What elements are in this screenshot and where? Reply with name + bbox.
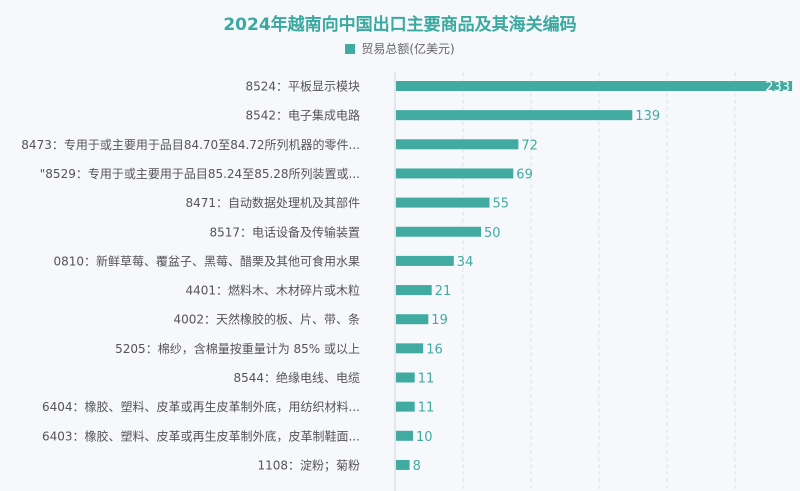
bar [396, 401, 415, 412]
data-label: 233 [765, 80, 790, 95]
data-label: 50 [484, 226, 501, 241]
data-label: 8 [413, 459, 421, 474]
legend[interactable]: 贸易总额(亿美元) [0, 40, 800, 57]
bar [396, 459, 410, 470]
data-label: 19 [431, 313, 448, 328]
bar [396, 255, 454, 266]
bar [396, 110, 633, 121]
data-label: 16 [426, 342, 443, 357]
data-label: 69 [516, 167, 533, 182]
bar [396, 197, 490, 208]
category-label: 6403：橡胶、塑料、皮革或再生皮革制外底，皮革制鞋面... [42, 428, 360, 443]
bar [396, 343, 424, 354]
category-label: 5205：棉纱，含棉量按重量计为 85% 或以上 [115, 341, 360, 356]
category-label: 8544：绝缘电线、电缆 [233, 370, 360, 385]
bar [396, 81, 793, 91]
bar [396, 372, 415, 383]
data-label: 139 [635, 109, 660, 124]
category-label: 6404：橡胶、塑料、皮革或再生皮革制外底，用纺织材料... [42, 399, 360, 414]
bar [396, 430, 413, 441]
category-label: 8473：专用于或主要用于品目84.70至84.72所列机器的零件... [21, 137, 360, 152]
data-label: 11 [418, 372, 435, 387]
data-label: 55 [493, 197, 510, 212]
legend-label: 贸易总额(亿美元) [361, 42, 455, 56]
bar [396, 226, 481, 237]
category-label: "8529：专用于或主要用于品目85.24至85.28所列装置或... [40, 166, 360, 181]
data-label: 72 [521, 138, 538, 153]
data-label: 21 [435, 284, 452, 299]
category-label: 8542：电子集成电路 [245, 108, 360, 123]
bar [396, 285, 432, 296]
category-label: 8517：电话设备及传输装置 [209, 224, 360, 239]
bar [396, 139, 519, 150]
category-label: 1108：淀粉；菊粉 [257, 458, 360, 472]
bar [396, 168, 514, 179]
data-label: 11 [418, 401, 435, 416]
data-label: 10 [416, 430, 433, 445]
data-label: 34 [457, 255, 474, 270]
legend-swatch [345, 44, 356, 54]
category-label: 4401：燃料木、木材碎片或木粒 [185, 283, 360, 298]
category-label: 4002：天然橡胶的板、片、带、条 [173, 312, 360, 327]
category-label: 8524：平板显示模块 [245, 80, 360, 94]
bar [396, 314, 429, 325]
category-label: 0810：新鲜草莓、覆盆子、黑莓、醋栗及其他可食用水果 [53, 253, 360, 268]
chart-title: 2024年越南向中国出口主要商品及其海关编码 [223, 15, 577, 35]
category-label: 8471：自动数据处理机及其部件 [185, 195, 360, 210]
